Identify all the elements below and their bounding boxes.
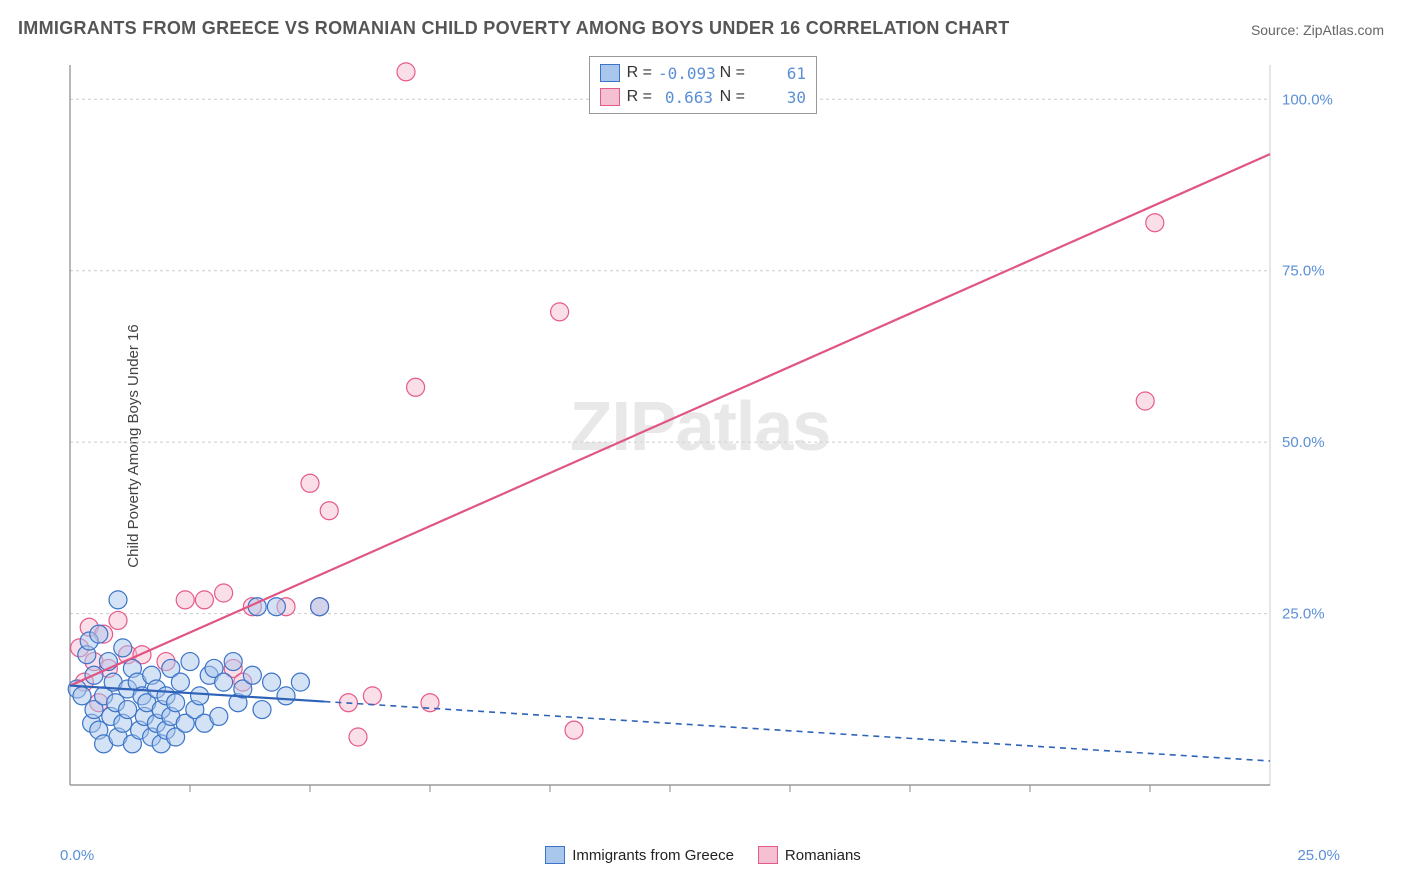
chart-svg: 25.0% 50.0% 75.0% 100.0% ZIPatlas (60, 55, 1340, 815)
legend-item-pink: Romanians (758, 846, 861, 864)
svg-text:75.0%: 75.0% (1282, 263, 1325, 280)
legend-n-value-pink: 30 (751, 88, 806, 107)
legend-r-label: R = (626, 64, 652, 82)
legend-n-label: N = (719, 88, 745, 106)
legend-row-pink: R = 0.663 N = 30 (600, 85, 806, 109)
legend-label-blue: Immigrants from Greece (572, 847, 734, 864)
source-label: Source: ZipAtlas.com (1251, 22, 1384, 38)
legend-swatch-pink (758, 846, 778, 864)
legend-swatch-blue (600, 64, 620, 82)
legend-row-blue: R = -0.093 N = 61 (600, 61, 806, 85)
scatter-plot: 25.0% 50.0% 75.0% 100.0% ZIPatlas (60, 55, 1340, 815)
legend-r-value-pink: 0.663 (658, 88, 713, 107)
legend-swatch-blue (545, 846, 565, 864)
legend-swatch-pink (600, 88, 620, 106)
legend-r-value-blue: -0.093 (658, 64, 713, 83)
legend-r-label: R = (626, 88, 652, 106)
svg-text:50.0%: 50.0% (1282, 434, 1325, 451)
legend-n-value-blue: 61 (751, 64, 806, 83)
svg-text:25.0%: 25.0% (1282, 606, 1325, 623)
legend-item-blue: Immigrants from Greece (545, 846, 734, 864)
chart-title: IMMIGRANTS FROM GREECE VS ROMANIAN CHILD… (18, 18, 1010, 39)
legend-n-label: N = (719, 64, 745, 82)
svg-text:ZIPatlas: ZIPatlas (570, 387, 830, 465)
legend-label-pink: Romanians (785, 847, 861, 864)
series-legend: Immigrants from Greece Romanians (0, 846, 1406, 864)
svg-text:100.0%: 100.0% (1282, 91, 1333, 108)
correlation-legend: R = -0.093 N = 61 R = 0.663 N = 30 (589, 56, 817, 114)
